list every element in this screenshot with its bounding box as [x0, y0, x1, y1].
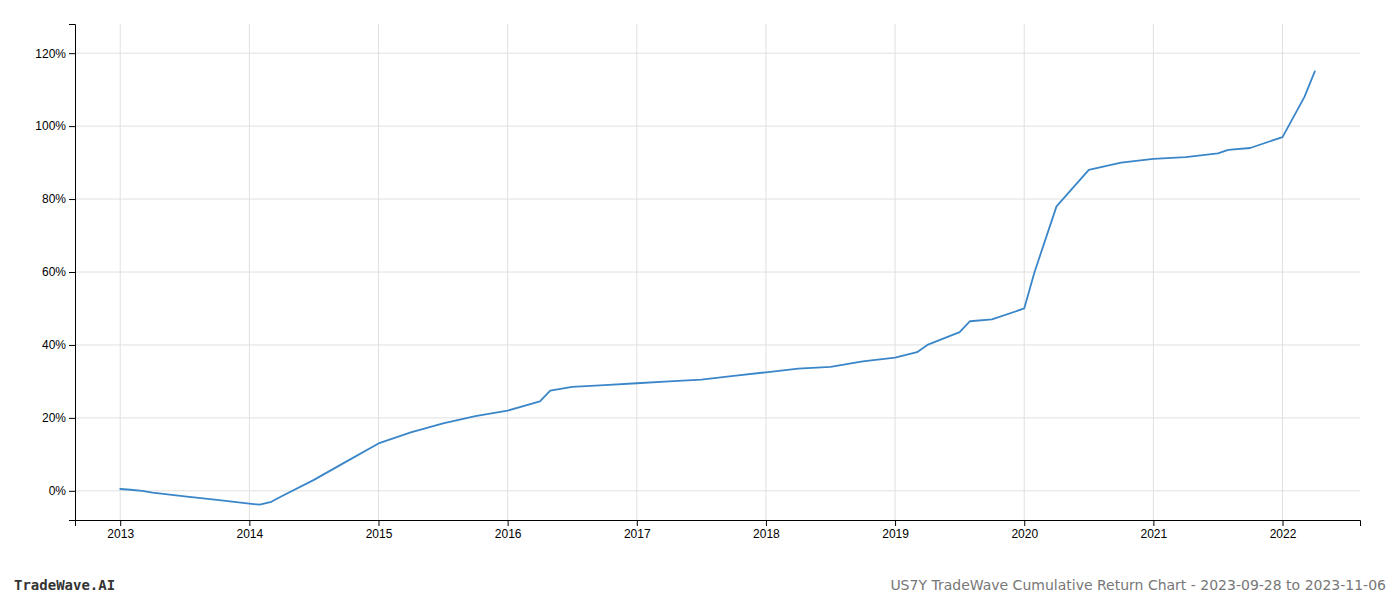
x-axis: 2013 2014 2015 2016 2017 2018 2019 2020 2021 2022 [76, 520, 1361, 541]
tick-mark [69, 272, 75, 273]
footer-right: US7Y TradeWave Cumulative Return Chart -… [890, 577, 1386, 593]
grid-line-y [75, 490, 1360, 491]
grid-line-y [75, 417, 1360, 418]
tick: 20% [42, 411, 75, 425]
y-axis: 0% 20% 40% 60% 80% 100% 120% [35, 25, 75, 521]
grid-line-y [75, 126, 1360, 127]
tick: 0% [49, 484, 75, 498]
tick-label: 60% [42, 265, 66, 279]
grid-line-y [75, 344, 1360, 345]
tick: 2021 [1141, 520, 1168, 541]
tick-label: 80% [42, 192, 66, 206]
tick-mark [766, 520, 767, 526]
tick: 2014 [236, 520, 263, 541]
tick-label: 2020 [1011, 527, 1038, 541]
tick-mark [1283, 520, 1284, 526]
tick-label: 2021 [1141, 527, 1168, 541]
tick-label: 40% [42, 338, 66, 352]
tick-label: 2019 [882, 527, 909, 541]
tick-mark [69, 53, 75, 54]
tick-mark [69, 199, 75, 200]
tick-mark [69, 126, 75, 127]
tick: 120% [35, 47, 75, 61]
tick-mark [120, 520, 121, 526]
tick-label: 2017 [624, 527, 651, 541]
tick-mark [637, 520, 638, 526]
tick: 80% [42, 192, 75, 206]
tick-label: 100% [35, 119, 66, 133]
marks [120, 71, 1315, 504]
axis-line [69, 25, 76, 521]
tick: 40% [42, 338, 75, 352]
tick-label: 2014 [236, 527, 263, 541]
tick: 2015 [366, 520, 393, 541]
tick-mark [69, 491, 75, 492]
chart: 2013 2014 2015 2016 2017 2018 2019 2020 2021 2022… [0, 0, 1400, 600]
plot: 2013 2014 2015 2016 2017 2018 2019 2020 2021 2022… [35, 24, 1360, 541]
grid-line-y [75, 53, 1360, 54]
tick: 2019 [882, 520, 909, 541]
tick-label: 2016 [495, 527, 522, 541]
tick-label: 120% [35, 47, 66, 61]
tick: 2016 [495, 520, 522, 541]
line [120, 71, 1315, 504]
tick: 2018 [753, 520, 780, 541]
tick-label: 2015 [366, 527, 393, 541]
footer-left: TradeWave.AI [14, 577, 115, 593]
tick-label: 2022 [1270, 527, 1297, 541]
axis-line [76, 521, 1361, 527]
tick: 2020 [1011, 520, 1038, 541]
tick: 2022 [1270, 520, 1297, 541]
tick-label: 2018 [753, 527, 780, 541]
tick-mark [378, 520, 379, 526]
tick: 60% [42, 265, 75, 279]
tick: 100% [35, 119, 75, 133]
tick-label: 2013 [107, 527, 134, 541]
tick-mark [249, 520, 250, 526]
tick-label: 20% [42, 411, 66, 425]
grid [75, 24, 1360, 520]
tick-mark [69, 418, 75, 419]
tick-label: 0% [49, 484, 67, 498]
tick-mark [508, 520, 509, 526]
tick-mark [895, 520, 896, 526]
tick-mark [1153, 520, 1154, 526]
tick-mark [1024, 520, 1025, 526]
tick: 2017 [624, 520, 651, 541]
grid-line-y [75, 199, 1360, 200]
grid-line-y [75, 272, 1360, 273]
tick-mark [69, 345, 75, 346]
tick: 2013 [107, 520, 134, 541]
